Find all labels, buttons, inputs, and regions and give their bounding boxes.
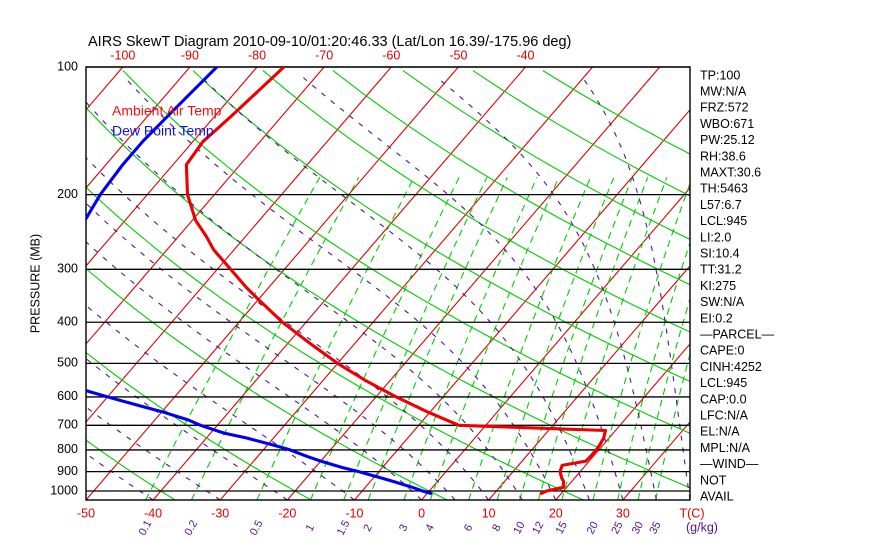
pressure-gridlines <box>86 66 690 492</box>
sidebar-parameter-item: SI:10.4 <box>700 246 740 260</box>
sidebar-parameter-item: NOT <box>700 473 727 487</box>
top-temp-tick-label: -60 <box>382 48 400 62</box>
sidebar-parameter-item: CINH:4252 <box>700 360 762 374</box>
mixing-ratio-tick-label: 25 <box>609 520 625 536</box>
sidebar-parameter-item: L57:6.7 <box>700 198 742 212</box>
sidebar-parameter-item: AVAIL <box>700 489 734 503</box>
sidebar-parameter-item: CAP:0.0 <box>700 392 747 406</box>
top-temp-tick-label: -90 <box>181 48 199 62</box>
parameter-sidebar: TP:100 MW:N/A FRZ:572 WBO:671 PW:25.12 RH:38.… <box>700 68 775 503</box>
sidebar-parameter-item: RH:38.6 <box>700 149 746 163</box>
top-temp-tick-label: -70 <box>315 48 333 62</box>
pressure-tick-label: 900 <box>57 464 78 478</box>
bottom-temp-tick-label: -10 <box>345 506 363 520</box>
pressure-tick-label: 200 <box>57 187 78 201</box>
pressure-tick-label: 700 <box>57 418 78 432</box>
pressure-tick-label: 500 <box>57 356 78 370</box>
mixing-ratio-tick-label: 35 <box>647 520 663 536</box>
sidebar-parameter-item: MPL:N/A <box>700 441 751 455</box>
legend-ambient-temp: Ambient Air Temp <box>112 103 222 119</box>
sidebar-parameter-item: LI:2.0 <box>700 230 731 244</box>
temp-axis-unit-label: T(C) <box>680 506 705 520</box>
pressure-tick-label: 600 <box>57 389 78 403</box>
top-temp-tick-label: -80 <box>248 48 266 62</box>
sounding-curves <box>86 67 608 495</box>
sidebar-parameter-item: CAPE:0 <box>700 344 745 358</box>
mixing-ratio-unit-label: (g/kg) <box>686 520 718 534</box>
top-temp-tick-label: -100 <box>110 48 135 62</box>
mixing-ratio-tick-label: 1 <box>304 522 317 533</box>
mixing-ratio-tick-label: 15 <box>554 520 570 536</box>
y-axis-label: PRESSURE (MB) <box>28 234 42 333</box>
mixing-ratio-tick-label: 3 <box>397 522 410 533</box>
sidebar-parameter-item: TT:31.2 <box>700 263 742 277</box>
sidebar-parameter-item: LCL:945 <box>700 214 747 228</box>
dewpoint-curve <box>86 67 433 495</box>
mixing-ratio-tick-label: 20 <box>585 520 601 536</box>
pressure-tick-label: 1000 <box>50 483 78 497</box>
mixing-ratio-tick-label: 8 <box>490 522 503 533</box>
sidebar-parameter-item: —WIND— <box>700 457 759 471</box>
pressure-tick-label: 400 <box>57 315 78 329</box>
bottom-temp-tick-label: 0 <box>418 506 425 520</box>
mixing-ratio-tick-label: 10 <box>511 520 527 536</box>
mixing-ratio-tick-label: 30 <box>630 520 646 536</box>
bottom-temp-tick-label: 20 <box>549 506 563 520</box>
sidebar-parameter-item: KI:275 <box>700 279 736 293</box>
bottom-temp-tick-label: 10 <box>482 506 496 520</box>
sidebar-parameter-item: TH:5463 <box>700 182 748 196</box>
sidebar-parameter-item: WBO:671 <box>700 117 754 131</box>
legend-dewpoint-temp: Dew Point Temp <box>112 123 214 139</box>
top-temp-tick-label: -40 <box>516 48 534 62</box>
pressure-tick-label: 300 <box>57 262 78 276</box>
mixing-ratio-tick-label: 12 <box>530 520 546 536</box>
plot-legend: Ambient Air Temp Dew Point Temp <box>112 103 222 139</box>
sidebar-parameter-item: FRZ:572 <box>700 101 749 115</box>
sidebar-parameter-item: LFC:N/A <box>700 408 749 422</box>
sidebar-parameter-item: MAXT:30.6 <box>700 165 761 179</box>
bottom-temp-tick-label: 30 <box>616 506 630 520</box>
bottom-temp-tick-label: -20 <box>278 506 296 520</box>
sidebar-parameter-item: EL:N/A <box>700 425 740 439</box>
mixing-ratio-tick-label: 4 <box>423 522 436 533</box>
top-temp-tick-label: -50 <box>449 48 467 62</box>
sidebar-parameter-item: SW:N/A <box>700 295 745 309</box>
sidebar-parameter-item: MW:N/A <box>700 84 747 98</box>
sidebar-parameter-item: TP:100 <box>700 68 740 82</box>
mixing-ratio-tick-label: 6 <box>462 522 475 533</box>
bottom-temp-tick-label: -50 <box>77 506 95 520</box>
bottom-temp-tick-label: -30 <box>211 506 229 520</box>
sidebar-parameter-item: PW:25.12 <box>700 133 755 147</box>
page-title: AIRS SkewT Diagram 2010-09-10/01:20:46.3… <box>88 34 571 50</box>
sidebar-parameter-item: —PARCEL— <box>700 327 775 341</box>
bottom-temp-tick-label: -40 <box>144 506 162 520</box>
pressure-tick-label: 800 <box>57 442 78 456</box>
ambient-temp-curve <box>184 67 608 495</box>
sidebar-parameter-item: EI:0.2 <box>700 311 733 325</box>
sidebar-parameter-item: LCL:945 <box>700 376 747 390</box>
pressure-tick-label: 100 <box>57 59 78 73</box>
mixing-ratio-tick-label: 2 <box>361 522 374 533</box>
